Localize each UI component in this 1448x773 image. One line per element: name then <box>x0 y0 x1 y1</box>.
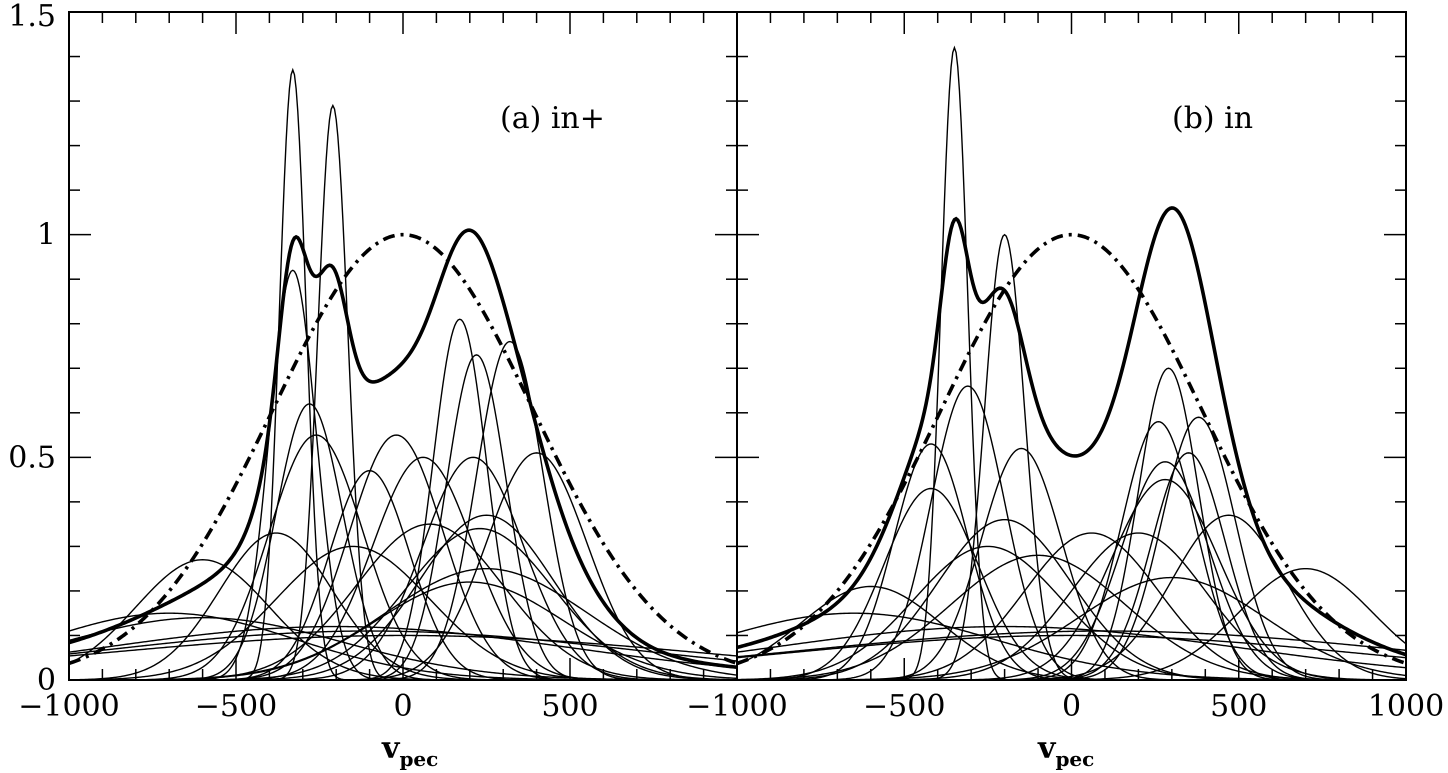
panel-a-x-tick-label-3: 0 <box>393 689 412 724</box>
panel-a-y-tick-labels: 0 0.5 1 1.5 <box>8 0 56 698</box>
panel-b-component-curve-5 <box>737 489 1406 680</box>
panel-a-y-tick-label-3: 1 <box>37 218 56 253</box>
panel-a-curves <box>69 70 737 680</box>
panel-b-component-curve-4 <box>737 444 1406 680</box>
panel-a-y-tick-label-1: 0 <box>37 663 56 698</box>
panel-a-ticks <box>69 12 737 680</box>
panel-b-x-tick-label-4: 500 <box>1210 689 1267 724</box>
panel-b-x-axis-label: vpec <box>1037 731 1094 771</box>
panel-b-ticks <box>737 12 1406 680</box>
panel-b-component-curve-7 <box>737 368 1406 680</box>
panel-b-curves <box>737 48 1406 680</box>
panel-b-x-axis-label-sub: pec <box>1055 747 1094 771</box>
panel-a-x-tick-label-4: 500 <box>541 689 598 724</box>
panel-a-y-tick-label-2: 0.5 <box>8 440 56 475</box>
panel-b-frame <box>737 12 1406 680</box>
panel-a: (a) in+ vpec −1000 −500 0 500 0 0.5 1 1.5 <box>8 0 737 771</box>
panel-a-component-curve-9 <box>69 319 737 680</box>
panel-b-x-tick-label-3: 0 <box>1062 689 1081 724</box>
panel-a-x-tick-label-1: −1000 <box>18 689 119 724</box>
panel-a-component-curve-13 <box>69 453 737 680</box>
panel-a-component-curve-2 <box>69 106 737 680</box>
panel-a-x-tick-labels: −1000 −500 0 500 <box>18 689 598 724</box>
panel-a-reference-curve <box>69 235 737 664</box>
panel-b-x-tick-label-2: −500 <box>863 689 945 724</box>
panel-b-sum-curve <box>737 208 1406 655</box>
panel-a-x-axis-label-main: v <box>381 731 401 766</box>
panel-b-label: (b) in <box>1172 101 1253 136</box>
panel-b-component-curve-10 <box>737 453 1406 680</box>
panel-b-component-curve-1 <box>737 48 1406 680</box>
panel-b: (b) in vpec −1000 −500 0 500 1000 <box>686 12 1444 771</box>
figure-canvas: (a) in+ vpec −1000 −500 0 500 00.511.5 (b) … <box>0 0 1448 773</box>
panel-b-x-axis-label-main: v <box>1037 731 1057 766</box>
panel-b-x-tick-label-1: −1000 <box>686 689 787 724</box>
panel-b-x-tick-label-5: 1000 <box>1368 689 1444 724</box>
panel-a-x-axis-label-sub: pec <box>399 747 438 771</box>
panel-a-label: (a) in+ <box>500 101 605 136</box>
panel-b-component-curve-12 <box>737 480 1406 680</box>
panel-a-x-tick-label-2: −500 <box>195 689 277 724</box>
panel-a-frame <box>69 12 737 680</box>
panel-a-x-axis-label: vpec <box>381 731 438 771</box>
panel-b-x-tick-labels: −1000 −500 0 500 1000 <box>686 689 1444 724</box>
panel-a-y-tick-label-4: 1.5 <box>8 0 56 34</box>
